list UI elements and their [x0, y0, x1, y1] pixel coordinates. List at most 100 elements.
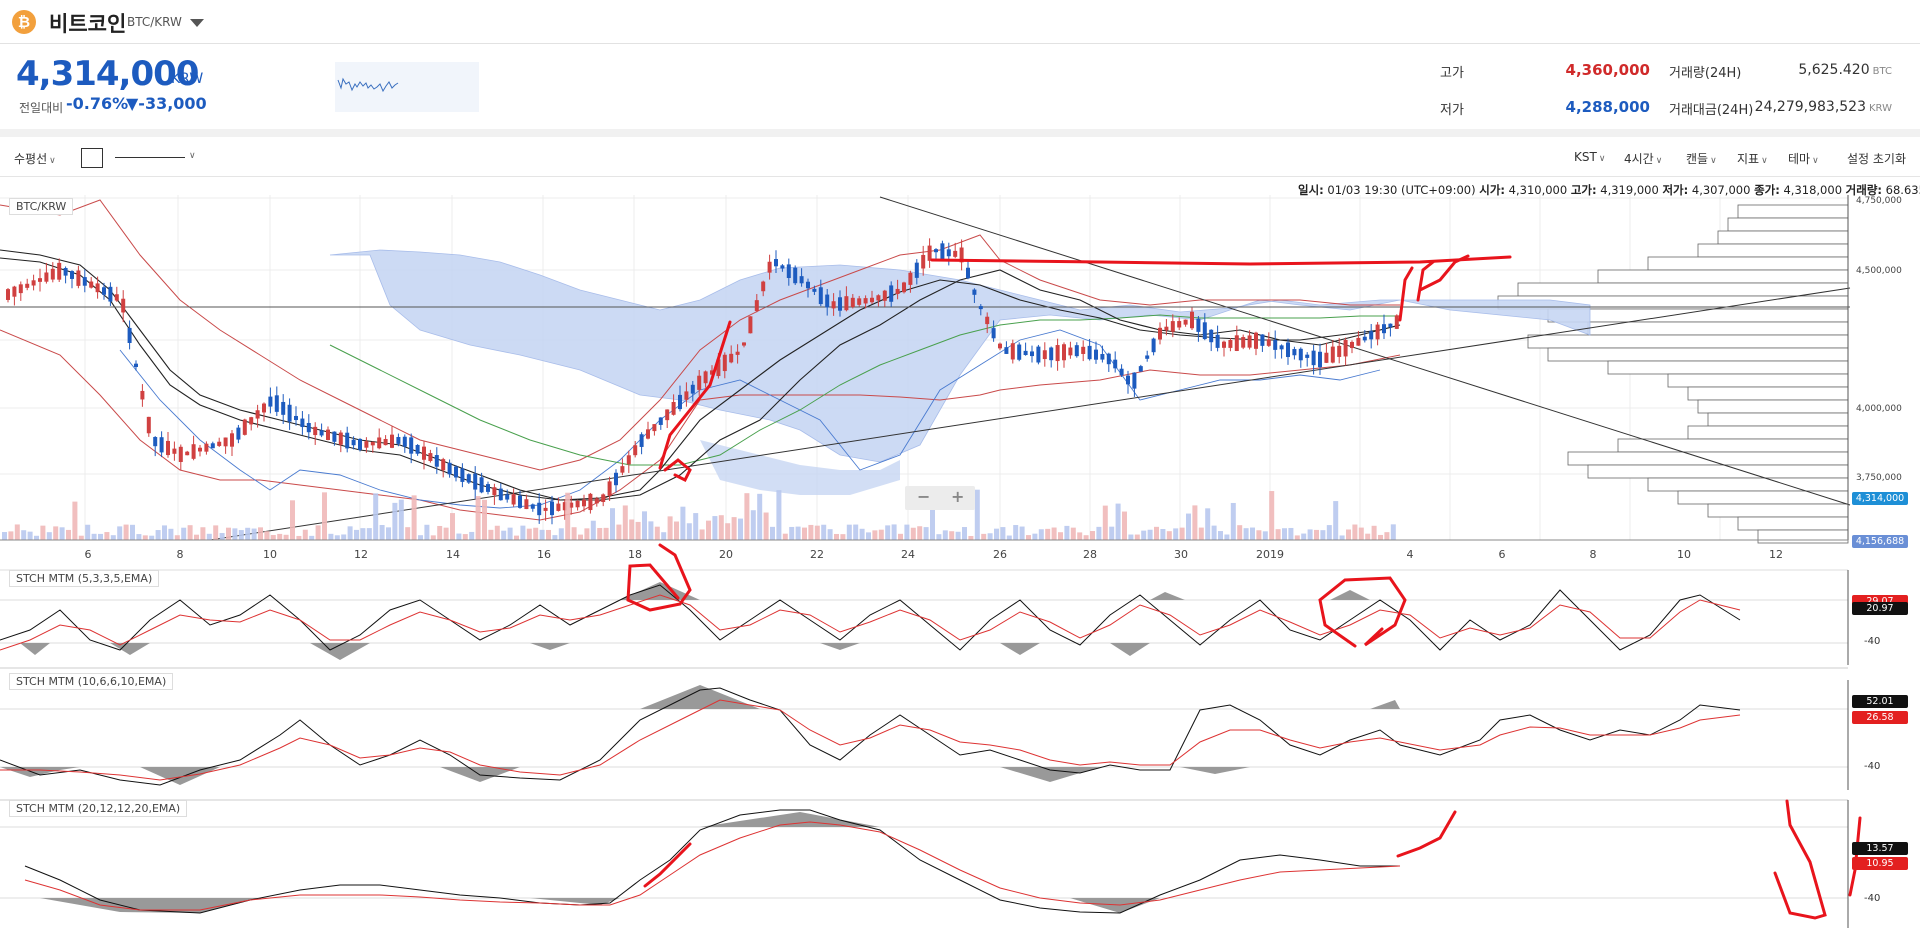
volume-bar	[667, 516, 673, 540]
candle	[1138, 366, 1143, 372]
chart-type-select[interactable]: 캔들 ∨	[1686, 152, 1717, 166]
candle	[108, 286, 113, 302]
candle	[159, 437, 164, 453]
volume-profile-bar	[1727, 217, 1849, 232]
volume-bar	[885, 525, 891, 540]
volume-bar	[981, 533, 987, 540]
candle	[716, 359, 721, 377]
candle	[1228, 339, 1233, 348]
volume-bar	[597, 527, 603, 540]
indicator-2-value: 52.01	[1852, 695, 1908, 708]
indicator-select[interactable]: 지표 ∨	[1737, 152, 1768, 166]
candle	[191, 444, 196, 459]
volume-bar	[1326, 525, 1332, 540]
zoom-control: − +	[905, 486, 975, 510]
volume-bar	[302, 529, 308, 540]
candle	[601, 494, 606, 502]
candle	[422, 446, 426, 460]
volume-bar	[763, 512, 769, 540]
candle	[1279, 345, 1284, 350]
volume-bar	[1160, 529, 1166, 540]
volume-bar	[258, 527, 263, 540]
volume-bar	[373, 493, 379, 540]
candle	[850, 297, 855, 307]
reset-settings-button[interactable]: 설정 초기화	[1847, 152, 1907, 166]
x-axis-tick: 30	[1174, 548, 1188, 561]
candle	[594, 498, 599, 504]
indicator-3-tick: -40	[1864, 893, 1881, 904]
volume-bar	[424, 524, 430, 540]
candle	[306, 422, 311, 433]
candle	[95, 283, 100, 293]
volume-profile-bar	[1737, 204, 1849, 219]
candle	[889, 285, 894, 302]
candle	[441, 459, 446, 471]
candle	[1100, 354, 1105, 360]
candle	[127, 327, 132, 343]
volume-bar	[1198, 527, 1204, 540]
volume-bar	[162, 525, 167, 540]
x-axis-tick: 18	[628, 548, 642, 561]
candle	[473, 473, 478, 490]
x-axis-tick: 22	[810, 548, 824, 561]
zoom-in-button[interactable]: +	[951, 487, 965, 506]
drawing-tool-select[interactable]: 수평선 ∨	[14, 152, 56, 166]
candle	[607, 481, 612, 496]
volume-profile-bar	[1697, 243, 1849, 258]
candle	[742, 342, 746, 346]
candle	[505, 494, 510, 500]
volume-bar	[629, 519, 635, 540]
fill-color-swatch[interactable]	[81, 148, 103, 168]
candle	[1132, 372, 1137, 389]
candle	[921, 254, 926, 269]
zoom-out-button[interactable]: −	[917, 487, 931, 506]
x-axis-tick: 10	[1677, 548, 1691, 561]
timezone-select[interactable]: KST ∨	[1574, 150, 1606, 164]
line-style-swatch[interactable]	[115, 157, 185, 158]
candle	[1247, 335, 1252, 348]
candle	[390, 434, 394, 448]
chevron-down-icon[interactable]	[190, 19, 204, 27]
candle	[876, 295, 881, 301]
volume-bar	[693, 513, 699, 540]
candle	[31, 280, 36, 286]
y-axis-tick: 3,750,000	[1856, 473, 1902, 483]
volume-bar	[450, 513, 455, 540]
x-axis-tick: 8	[1590, 548, 1597, 561]
candle	[486, 484, 490, 492]
theme-select[interactable]: 테마 ∨	[1788, 152, 1819, 166]
price-tag: 4,314,000	[1852, 492, 1908, 505]
volume-bar	[1070, 527, 1076, 540]
candle	[774, 259, 778, 267]
chart-area[interactable]: 4,750,000 4,500,000 4,000,000 3,750,000 6 8 1…	[0, 177, 1920, 928]
volume-bar	[85, 524, 91, 540]
volume-bar	[501, 530, 507, 540]
candle	[1260, 334, 1265, 346]
candle	[882, 290, 887, 301]
x-axis-tick: 14	[446, 548, 460, 561]
chevron-down-icon[interactable]: ∨	[189, 151, 196, 161]
candle	[70, 271, 74, 279]
candle	[1356, 337, 1361, 346]
interval-select[interactable]: 4시간 ∨	[1624, 152, 1663, 166]
volume-bar	[904, 524, 910, 540]
volume-bar	[949, 531, 955, 540]
candle	[460, 468, 465, 482]
candle	[1266, 339, 1271, 346]
candle	[409, 437, 414, 454]
volume-bar	[1173, 528, 1179, 540]
candle	[1202, 322, 1207, 340]
volume-bar	[520, 525, 526, 540]
ticker-panel: 4,314,000 KRW 전일대비 -0.76% ▼-33,000 고가 4,…	[0, 44, 1920, 129]
candle	[1382, 324, 1386, 334]
candle	[454, 466, 458, 478]
candle	[262, 403, 266, 413]
candle	[1292, 349, 1297, 356]
volume-profile-bar	[1617, 438, 1849, 453]
volume-bar	[936, 534, 942, 540]
volume-profile-bar	[1687, 386, 1849, 401]
volume-bar	[680, 506, 686, 540]
candle	[50, 268, 55, 280]
candle	[294, 415, 298, 421]
indicator-2-tick: -40	[1864, 761, 1881, 772]
